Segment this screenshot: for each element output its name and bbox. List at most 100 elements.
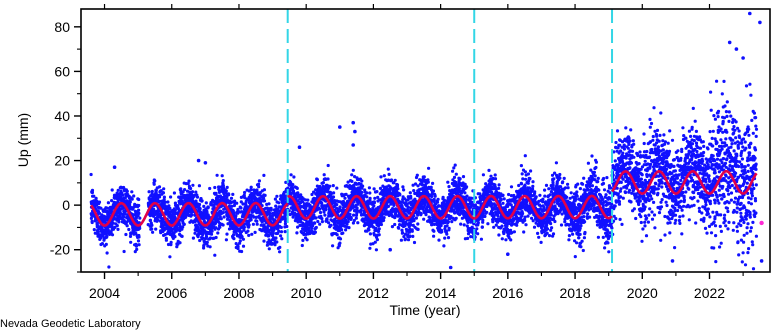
data-point	[137, 208, 141, 212]
data-point	[117, 220, 121, 224]
data-point	[430, 194, 434, 199]
data-point	[107, 265, 111, 269]
data-point	[182, 222, 186, 226]
data-point	[443, 236, 447, 240]
data-point	[154, 227, 158, 231]
data-point	[409, 196, 413, 200]
data-point	[433, 194, 437, 198]
data-point	[515, 223, 519, 227]
data-point	[453, 163, 457, 167]
data-point	[257, 185, 261, 189]
data-point	[105, 251, 109, 255]
data-point	[550, 226, 554, 230]
data-point	[497, 233, 501, 237]
data-point	[208, 245, 212, 249]
data-point	[110, 188, 114, 192]
data-point	[379, 222, 383, 227]
data-point	[509, 238, 513, 242]
data-point	[299, 205, 303, 209]
data-point	[306, 198, 310, 202]
data-point	[533, 190, 537, 194]
data-point	[519, 164, 524, 168]
data-point	[543, 188, 547, 192]
data-point	[186, 182, 190, 186]
data-point	[198, 238, 202, 243]
data-point	[275, 194, 279, 198]
data-point	[509, 185, 514, 189]
data-point	[361, 184, 365, 188]
data-point	[242, 225, 246, 229]
data-point	[497, 186, 501, 190]
data-point	[481, 218, 485, 222]
data-point	[526, 214, 530, 218]
data-point	[224, 189, 228, 193]
data-point	[249, 185, 253, 189]
data-point	[427, 166, 431, 170]
data-point	[181, 225, 185, 229]
data-point	[462, 223, 466, 227]
data-point	[205, 240, 209, 244]
data-point	[190, 213, 194, 217]
data-point	[492, 225, 496, 229]
data-point	[497, 183, 501, 187]
data-point	[393, 222, 397, 227]
data-point	[214, 226, 218, 230]
data-point	[524, 177, 528, 181]
data-point	[313, 230, 317, 234]
data-point	[396, 187, 400, 191]
data-point	[291, 183, 295, 187]
data-point	[209, 232, 214, 236]
data-point	[431, 189, 435, 193]
data-point	[279, 234, 283, 238]
data-point	[531, 180, 535, 184]
data-point	[166, 209, 170, 213]
data-point	[235, 201, 239, 205]
data-point	[450, 220, 454, 224]
data-point	[99, 206, 103, 210]
data-point	[547, 187, 551, 191]
data-point	[491, 220, 495, 224]
data-point	[190, 190, 195, 194]
data-point	[197, 184, 201, 188]
data-point	[372, 187, 376, 191]
data-point	[320, 217, 324, 221]
data-point	[240, 249, 244, 254]
data-point	[314, 216, 318, 220]
data-point	[175, 245, 179, 249]
data-point	[323, 213, 327, 217]
data-point	[316, 219, 320, 224]
data-point	[318, 222, 322, 226]
data-point	[356, 221, 360, 225]
data-point	[350, 173, 354, 177]
data-point	[534, 195, 538, 199]
data-point	[241, 244, 246, 248]
data-point	[451, 169, 455, 173]
data-point	[524, 223, 528, 227]
data-point	[504, 238, 508, 242]
data-point	[178, 241, 182, 245]
data-point	[408, 223, 413, 227]
data-point	[539, 240, 543, 244]
data-point	[92, 228, 96, 232]
data-point	[129, 240, 133, 244]
data-point	[541, 197, 545, 201]
data-point	[415, 173, 419, 177]
data-point	[412, 189, 416, 193]
data-point	[318, 210, 323, 215]
data-point	[479, 237, 483, 241]
data-point	[367, 186, 371, 190]
data-point	[213, 185, 217, 190]
data-point	[214, 220, 218, 224]
data-point	[191, 236, 195, 240]
data-point	[241, 237, 245, 241]
data-point	[502, 231, 506, 236]
data-point	[274, 204, 278, 208]
data-point	[305, 238, 309, 242]
data-point	[208, 186, 212, 191]
data-point	[432, 234, 436, 238]
data-point	[354, 216, 358, 220]
data-point	[273, 243, 277, 247]
data-point	[338, 241, 342, 245]
data-point	[97, 211, 102, 215]
data-point	[338, 205, 342, 209]
